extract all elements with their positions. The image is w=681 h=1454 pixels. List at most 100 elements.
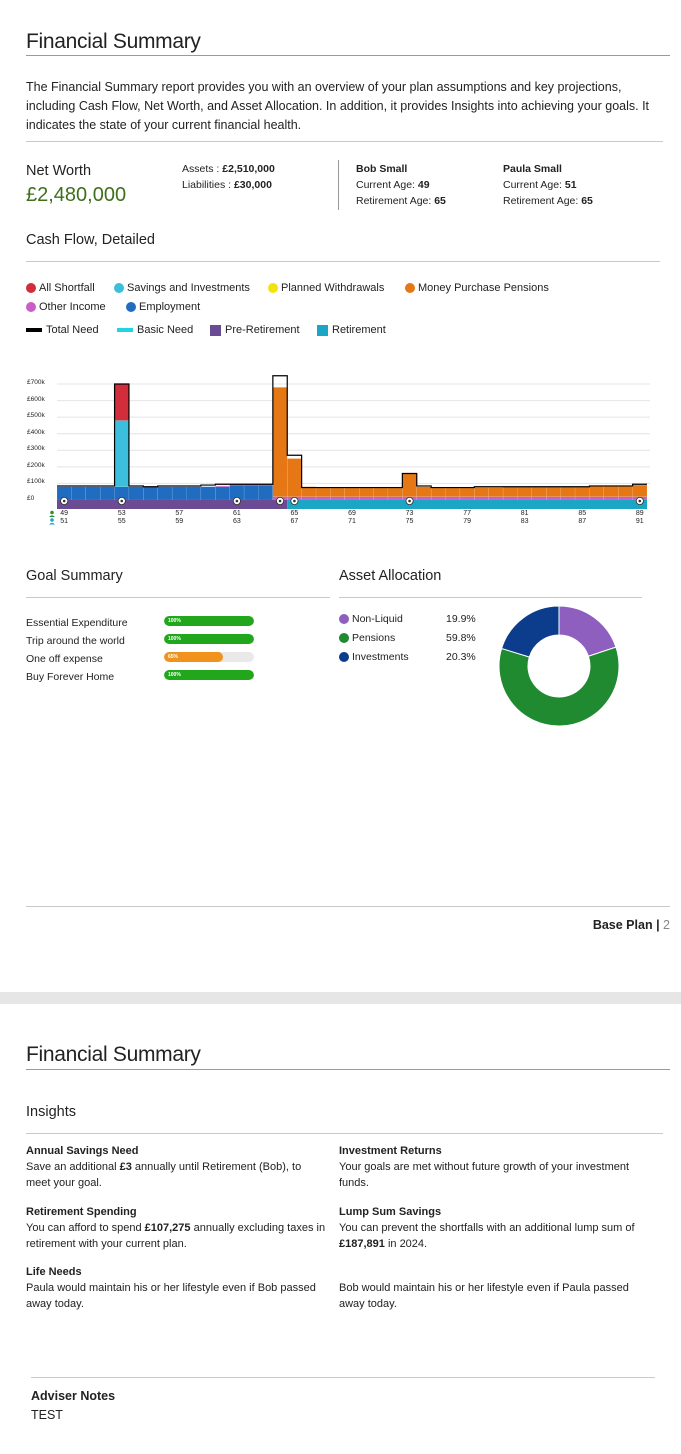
x-tick-paula-age: 83 <box>520 518 529 525</box>
liabilities-label: Liabilities : <box>182 179 234 191</box>
x-tick-paula-age: 79 <box>463 518 471 525</box>
goal-marker-dot-icon <box>235 499 239 503</box>
person-icons <box>49 510 55 525</box>
basic-need-line-icon <box>117 328 133 332</box>
bar-segment-other-income <box>344 496 360 501</box>
bar-segment-mpp <box>358 487 374 497</box>
retirement-square-icon <box>317 324 328 336</box>
goal-progress-fill: 100% <box>164 616 254 626</box>
bar-segment-other-income <box>373 496 389 501</box>
bar-segment-mpp <box>574 486 590 497</box>
insight-retirement-spending-title: Retirement Spending <box>26 1206 137 1218</box>
assets-line: Assets : £2,510,000 <box>182 163 275 175</box>
x-tick-paula-age: 63 <box>232 518 241 525</box>
bar-segment-employment <box>215 486 230 501</box>
person-divider <box>338 160 339 210</box>
x-tick-bob-age: 69 <box>348 510 356 517</box>
bar-segment-mpp <box>459 487 475 497</box>
goal-progress-fill: 100% <box>164 634 254 644</box>
intro-text: The Financial Summary report provides yo… <box>26 80 650 132</box>
bar-segment-other-income <box>618 496 633 501</box>
insights-divider <box>26 1133 663 1134</box>
legend-mpp: Money Purchase Pensions <box>405 282 549 294</box>
insight-investment-returns-text: Your goals are met without future growth… <box>339 1161 630 1189</box>
bar-segment-all-shortfall <box>114 383 130 421</box>
y-tick-label: £400k <box>27 428 45 436</box>
goal-name: Trip around the world <box>26 635 125 647</box>
goal-progress-bar: 65% <box>164 652 254 662</box>
page-title: Financial Summary <box>26 30 201 53</box>
bar-segment-mpp <box>430 487 446 497</box>
person-bob-retirement-age: Retirement Age: 65 <box>356 195 446 207</box>
goal-progress-label: 100% <box>168 636 181 642</box>
y-tick-label: £100k <box>27 478 45 486</box>
bar-segment-other-income <box>603 496 619 501</box>
allocation-dot-icon <box>339 633 349 643</box>
bar-segment-mpp <box>373 487 389 497</box>
person-bob-current-age: Current Age: 49 <box>356 179 430 191</box>
y-tick-label: £500k <box>27 412 45 420</box>
goal-progress-bar: 100% <box>164 670 254 680</box>
cashflow-divider <box>26 261 660 262</box>
asset-allocation-title: Asset Allocation <box>339 568 442 584</box>
x-tick-bob-age: 73 <box>405 510 414 517</box>
bar-segment-mpp <box>632 484 648 497</box>
flag-marker-dot-icon <box>62 499 66 503</box>
x-tick-bob-age: 65 <box>290 510 299 517</box>
insight-retirement-spending-text: You can afford to spend £107,275 annuall… <box>26 1222 326 1250</box>
bar-segment-mpp <box>402 473 417 497</box>
goal-progress-label: 100% <box>168 672 181 678</box>
asset-allocation-divider <box>339 597 642 598</box>
total-need-line-icon <box>26 328 42 332</box>
bar-segment-mpp <box>287 458 302 497</box>
net-worth-label: Net Worth <box>26 163 92 179</box>
x-tick-paula-age: 91 <box>635 518 644 525</box>
bar-segment-employment <box>200 486 216 501</box>
bar-segment-mpp <box>589 485 605 497</box>
page2-title-divider <box>26 1069 670 1070</box>
phase-band-pre-retirement <box>57 500 288 509</box>
allocation-item: Investments <box>339 651 409 663</box>
allocation-value: 19.9% <box>446 613 476 625</box>
goal-summary-title: Goal Summary <box>26 568 123 584</box>
x-tick-paula-age: 55 <box>117 518 126 525</box>
end-marker-dot-icon <box>638 499 642 503</box>
bar-segment-employment <box>128 486 144 501</box>
goal-marker-dot-icon <box>120 499 124 503</box>
person-bob-name: Bob Small <box>356 163 408 175</box>
person-paula-current-age: Current Age: 51 <box>503 179 577 191</box>
insights-title: Insights <box>26 1104 76 1120</box>
planned-withdrawals-dot-icon <box>268 283 278 293</box>
goal-name: Essential Expenditure <box>26 617 128 629</box>
insight-annual-savings-text: Save an additional £3 annually until Ret… <box>26 1161 302 1189</box>
allocation-value: 20.3% <box>446 651 476 663</box>
allocation-name: Pensions <box>352 632 396 644</box>
goal-progress-label: 100% <box>168 618 181 624</box>
bar-segment-employment <box>243 484 259 501</box>
bar-segment-employment <box>157 486 173 501</box>
goal-summary-divider <box>26 597 330 598</box>
y-tick-label: £200k <box>27 461 45 469</box>
notes-divider <box>31 1377 655 1378</box>
bar-segment-other-income <box>574 496 590 501</box>
legend-retirement: Retirement <box>317 324 386 336</box>
bar-segment-other-income <box>430 496 446 501</box>
bar-segment-other-income <box>445 496 461 501</box>
x-tick-bob-age: 61 <box>232 510 241 517</box>
allocation-item: Non-Liquid <box>339 613 403 625</box>
x-tick-paula-age: 75 <box>405 518 414 525</box>
x-tick-paula-age: 87 <box>578 518 587 525</box>
x-tick-paula-age: 59 <box>175 518 184 525</box>
footer-divider <box>26 906 670 907</box>
insight-annual-savings-title: Annual Savings Need <box>26 1145 139 1157</box>
bar-segment-mpp <box>272 387 288 497</box>
bar-segment-mpp <box>344 487 360 497</box>
plan-name: Base Plan <box>592 918 653 932</box>
goal-name: One off expense <box>26 653 103 665</box>
bar-segment-other-income <box>301 496 317 501</box>
total-need-line <box>57 375 647 489</box>
bar-segment-employment <box>171 486 187 501</box>
pre-retirement-square-icon <box>210 324 221 336</box>
y-tick-label: £700k <box>27 379 45 386</box>
other-income-dot-icon <box>26 302 36 312</box>
